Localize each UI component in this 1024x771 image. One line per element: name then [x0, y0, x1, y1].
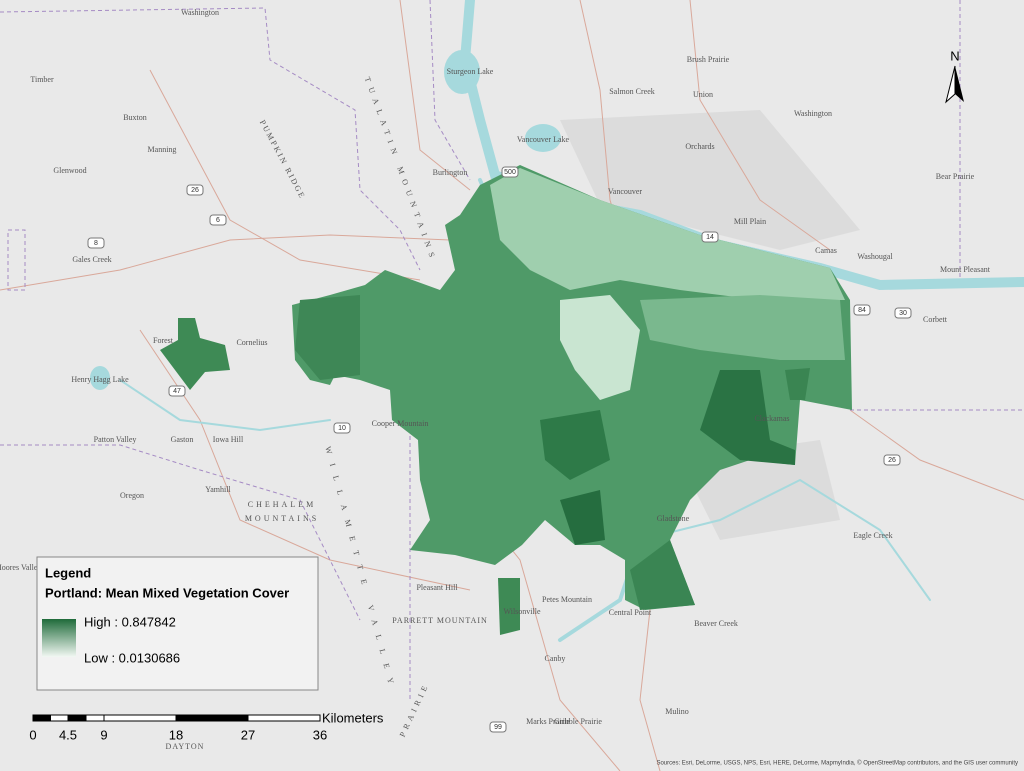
scale-segment: [247, 714, 321, 722]
highway-shield: [209, 214, 227, 226]
legend-box: [36, 556, 319, 691]
place-label: Corbett: [923, 315, 948, 324]
attribution: Sources: Esri, DeLorme, USGS, NPS, Esri,…: [656, 760, 1018, 767]
place-label: Washington: [794, 109, 832, 118]
highway-number: 99: [494, 724, 502, 731]
place-label: Moores Valley: [0, 563, 41, 572]
scale-label: 27: [241, 727, 255, 742]
highway-number: 30: [899, 310, 907, 317]
highway-number: 47: [173, 388, 181, 395]
place-label: Eagle Creek: [853, 531, 892, 540]
place-label: Buxton: [123, 113, 147, 122]
highway-number: 26: [191, 187, 199, 194]
scale-segment: [85, 714, 105, 722]
county-borders: [0, 0, 1024, 700]
highway-shield: [186, 184, 204, 196]
highway-shield: [168, 385, 186, 397]
scale-label: 9: [100, 727, 107, 742]
highway-number: 26: [888, 457, 896, 464]
place-label: Marks Prairie: [526, 717, 570, 726]
place-label: Central Point: [609, 608, 652, 617]
place-label: Gaston: [171, 435, 194, 444]
scale-segment: [103, 714, 177, 722]
scale-segment: [67, 714, 87, 722]
legend-low: Low : 0.0130686: [84, 650, 180, 665]
place-label: Forest: [153, 336, 174, 345]
place-label: Union: [693, 90, 713, 99]
place-label: Iowa Hill: [213, 435, 244, 444]
place-label: Sturgeon Lake: [447, 67, 494, 76]
lakes: [90, 50, 561, 390]
highway-number: 6: [216, 217, 220, 224]
place-label: Salmon Creek: [609, 87, 655, 96]
scale-label: 0: [29, 727, 36, 742]
place-label: Mulino: [665, 707, 689, 716]
place-label: Beaver Creek: [694, 619, 738, 628]
place-label: Vancouver: [608, 187, 643, 196]
place-label: Burlington: [433, 168, 468, 177]
place-label: Gribble Prairie: [554, 717, 602, 726]
place-label: Canby: [545, 654, 566, 663]
scale-segment: [32, 714, 51, 722]
place-label: Oregon: [120, 491, 144, 500]
place-label: Timber: [30, 75, 54, 84]
highway-shield: [87, 237, 105, 249]
place-label: Gales Creek: [72, 255, 111, 264]
legend-heading: Legend: [45, 565, 91, 580]
north-arrow: N: [945, 48, 964, 104]
legend-ramp: [42, 619, 76, 657]
scale-segment: [50, 714, 69, 722]
place-label: Orchards: [685, 142, 714, 151]
place-label: Washougal: [857, 252, 893, 261]
highway-shield: [894, 307, 912, 319]
place-label: PARRETT MOUNTAIN: [392, 616, 488, 625]
scale-bar: Kilometers 0 4.5 9 18 27 36: [29, 710, 384, 742]
highway-number: 8: [94, 240, 98, 247]
scale-label: 18: [169, 727, 183, 742]
scale-label: 36: [313, 727, 327, 742]
place-label: Washington: [181, 8, 219, 17]
place-label: Mount Pleasant: [940, 265, 991, 274]
highway-shield: [853, 304, 871, 316]
highway-shield: [333, 422, 351, 434]
legend-high: High : 0.847842: [84, 614, 176, 629]
place-label: Gladstone: [657, 514, 690, 523]
place-label: Henry Hagg Lake: [71, 375, 129, 384]
place-label: Cornelius: [236, 338, 267, 347]
place-label: DAYTON: [166, 742, 205, 751]
place-label: Glenwood: [53, 166, 86, 175]
highway-shield: [883, 454, 901, 466]
place-label: CHEHALEM: [248, 500, 316, 509]
place-label: MOUNTAINS: [245, 514, 319, 523]
place-label: Patton Valley: [94, 435, 137, 444]
highway-shield: [501, 166, 519, 178]
place-label: Brush Prairie: [687, 55, 730, 64]
place-label: Pleasant Hill: [416, 583, 458, 592]
highway-shield: [489, 721, 507, 733]
place-label: Vancouver Lake: [517, 135, 570, 144]
place-label: Manning: [148, 145, 177, 154]
place-label: Camas: [815, 246, 837, 255]
north-label: N: [950, 48, 959, 63]
scale-unit: Kilometers: [322, 710, 384, 725]
place-label: Mill Plain: [734, 217, 766, 226]
highway-shields: 26 6 8 500 14 84 30 47 10 26 99: [87, 166, 912, 733]
highway-number: 84: [858, 307, 866, 314]
place-label: Petes Mountain: [542, 595, 592, 604]
place-label: Bear Prairie: [936, 172, 975, 181]
highway-number: 500: [504, 169, 516, 176]
scale-label: 4.5: [59, 727, 77, 742]
legend: Legend Portland: Mean Mixed Vegetation C…: [36, 556, 319, 691]
vegetation-cover: [160, 165, 852, 635]
scale-segment: [175, 714, 249, 722]
place-label: Yamhill: [205, 485, 231, 494]
legend-layer: Portland: Mean Mixed Vegetation Cover: [45, 585, 289, 600]
highway-number: 14: [706, 234, 714, 241]
highway-number: 10: [338, 425, 346, 432]
place-label: Clackamas: [754, 414, 789, 423]
highway-shield: [701, 231, 719, 243]
place-label: Cooper Mountain: [372, 419, 429, 428]
place-label: Wilsonville: [503, 607, 540, 616]
